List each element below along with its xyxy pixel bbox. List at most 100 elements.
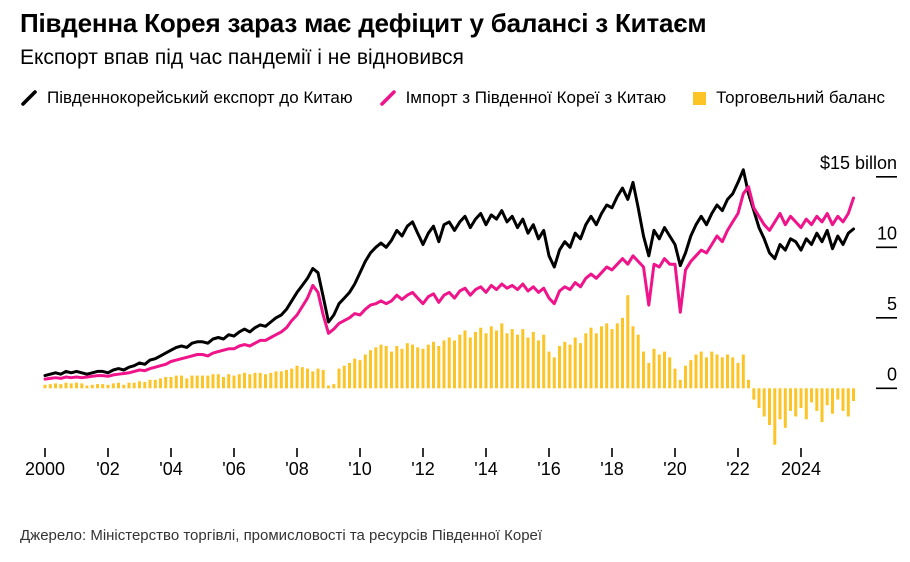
- balance-bar: [594, 333, 598, 389]
- balance-bar: [64, 382, 68, 389]
- balance-bar: [195, 375, 199, 389]
- balance-bar: [190, 375, 194, 389]
- balance-bar: [463, 330, 467, 389]
- balance-bar: [432, 341, 435, 389]
- balance-bar: [48, 384, 52, 389]
- y-axis-label: 10: [877, 223, 897, 243]
- balance-bar: [516, 334, 519, 389]
- balance-bar: [290, 368, 294, 389]
- balance-bar: [321, 370, 325, 389]
- balance-bar: [762, 388, 766, 417]
- balance-bar: [59, 384, 63, 389]
- legend-label-import: Імпорт з Південної Кореї з Китаю: [405, 88, 667, 107]
- balance-bar: [442, 340, 446, 389]
- import-line-swatch-icon: [379, 90, 396, 106]
- balance-bar: [668, 357, 672, 389]
- balance-bar: [174, 375, 178, 389]
- balance-bar: [694, 354, 698, 389]
- balance-bar: [311, 371, 315, 389]
- balance-bar: [715, 354, 719, 389]
- balance-bar: [757, 388, 761, 408]
- balance-bar: [332, 384, 336, 389]
- balance-bar: [852, 388, 855, 401]
- balance-bar: [342, 365, 346, 389]
- balance-bar: [421, 348, 425, 389]
- balance-bar: [117, 382, 120, 389]
- x-axis-label: '20: [663, 459, 686, 479]
- balance-bar: [484, 333, 488, 389]
- balance-bar: [111, 383, 115, 389]
- x-axis-label: '22: [726, 459, 749, 479]
- balance-bar: [222, 377, 225, 389]
- balance-square-swatch-icon: [693, 91, 707, 105]
- balance-bar: [783, 388, 787, 428]
- balance-bar: [306, 368, 309, 389]
- balance-bar: [54, 383, 57, 389]
- balance-bar: [353, 358, 357, 389]
- balance-bar: [363, 354, 367, 389]
- balance-bar: [505, 333, 509, 389]
- balance-bar: [820, 388, 824, 423]
- balance-bar: [652, 348, 656, 389]
- balance-bar: [416, 347, 420, 389]
- balance-bar: [185, 378, 189, 389]
- balance-bar: [216, 374, 220, 389]
- balance-bar: [631, 326, 635, 389]
- chart-title: Південна Корея зараз має дефіцит у балан…: [20, 8, 707, 38]
- balance-bar: [563, 341, 567, 389]
- balance-bar: [720, 357, 724, 389]
- balance-bar: [705, 357, 708, 389]
- balance-bar: [80, 383, 84, 389]
- balance-bar: [395, 346, 399, 389]
- balance-bar: [390, 351, 393, 389]
- balance-bar: [647, 362, 651, 389]
- balance-bar: [337, 368, 341, 389]
- balance-bar: [825, 388, 829, 406]
- legend-label-export: Південнокорейський експорт до Китаю: [47, 88, 353, 107]
- balance-bar: [773, 388, 777, 445]
- balance-bar: [453, 340, 456, 389]
- balance-bar: [794, 388, 798, 417]
- balance-bar: [458, 334, 462, 389]
- balance-bar: [584, 333, 588, 389]
- balance-bar: [169, 377, 173, 389]
- balance-bar: [841, 388, 845, 411]
- balance-bar: [663, 351, 666, 389]
- balance-bar: [531, 331, 535, 389]
- balance-bar: [90, 384, 94, 389]
- balance-bar: [232, 375, 236, 389]
- balance-bar: [678, 379, 682, 389]
- y-axis-label: $15 billon: [820, 153, 897, 173]
- balance-bar: [610, 329, 614, 389]
- balance-bar: [537, 340, 540, 389]
- balance-bar: [789, 388, 792, 411]
- balance-bar: [573, 337, 577, 389]
- legend-item-export: Південнокорейський експорт до Китаю: [20, 88, 353, 108]
- balance-bar: [101, 384, 105, 389]
- balance-bar: [558, 346, 561, 389]
- chart-subtitle: Експорт впав під час пандемії і не відно…: [20, 46, 464, 69]
- legend-item-balance: Торговельний баланс: [692, 88, 885, 108]
- balance-bar: [153, 379, 157, 389]
- balance-bar: [642, 351, 645, 389]
- import-line: [43, 185, 855, 381]
- x-axis-label: '04: [159, 459, 182, 479]
- balance-bar: [605, 323, 609, 389]
- balance-bar: [132, 382, 136, 389]
- balance-bar: [138, 381, 141, 389]
- chart-canvas: $15 billon 10 5 0 2000 '02 '04 '06 '08 '10 '12 '14 '…: [25, 153, 897, 479]
- balance-bar: [710, 351, 714, 389]
- balance-bar: [510, 329, 514, 389]
- balance-bar: [85, 385, 89, 389]
- balance-bar: [426, 344, 430, 389]
- balance-bar: [489, 326, 493, 389]
- export-line: [43, 168, 855, 378]
- balance-bar: [237, 374, 241, 389]
- balance-bar: [778, 388, 782, 420]
- balance-bar: [799, 388, 803, 408]
- balance-bar: [159, 378, 162, 389]
- balance-bar: [589, 327, 593, 389]
- balance-bar: [626, 295, 630, 389]
- balance-bar: [96, 384, 99, 389]
